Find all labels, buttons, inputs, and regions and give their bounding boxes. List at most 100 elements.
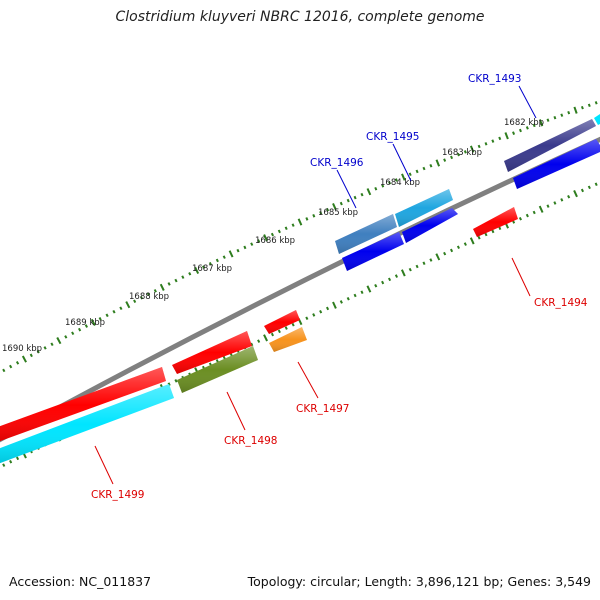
major-tick [469,237,475,245]
minor-tick [553,115,557,120]
gene-arrow-ckr-1499-shade [0,384,174,464]
gene-label-ckr-1499[interactable]: CKR_1499 [91,489,144,501]
gene-label-ckr-1495[interactable]: CKR_1495 [366,131,419,143]
minor-tick [498,136,502,141]
minor-tick [243,245,247,250]
minor-tick [525,213,529,218]
minor-tick [443,158,447,162]
minor-tick [546,204,550,208]
minor-tick [532,210,536,215]
minor-tick [491,139,495,143]
minor-tick [284,226,288,231]
gene-label-ckr-1496[interactable]: CKR_1496 [310,157,364,169]
minor-tick [463,242,467,246]
minor-tick [43,346,47,350]
minor-tick [36,349,40,354]
major-tick [366,285,372,293]
major-tick [90,318,96,326]
gene-arrow-ckr-1498-shade [177,346,258,393]
ruler-label-1687: 1687 kbp [192,264,232,274]
minor-tick [319,309,323,314]
minor-tick [594,182,598,187]
minor-tick [374,283,378,288]
minor-tick [394,274,399,278]
major-tick [332,202,337,211]
leader-ckr-1493 [518,85,537,119]
minor-tick [257,239,261,243]
minor-tick [463,150,467,154]
minor-tick [222,255,226,259]
leader-ckr-1494 [511,257,531,297]
minor-tick [9,459,13,464]
major-tick [435,253,441,261]
minor-tick [29,353,33,358]
ruler-label-1682: 1682 kbp [504,118,544,128]
minor-tick [188,272,192,276]
major-tick [538,205,544,213]
minor-tick [181,275,185,279]
major-tick [401,173,406,181]
minor-tick [374,186,378,191]
minor-tick [291,322,295,327]
minor-tick [84,324,88,328]
gene-arrow-red-long-shade [0,367,166,442]
minor-tick [15,361,20,365]
minor-tick [518,128,522,133]
leader-ckr-1497 [297,361,319,399]
gene-arrow-ckr-1493-shade [504,119,596,172]
gene-arrow-blue-a-shade [513,139,600,189]
ruler-label-1685: 1685 kbp [318,208,358,218]
gene-arrow-blue-c-shade [342,232,404,271]
minor-tick [119,306,123,311]
minor-tick [546,118,550,122]
minor-tick [525,126,529,130]
minor-tick [360,192,364,197]
minor-tick [484,232,488,237]
minor-tick [422,166,426,171]
major-tick [125,301,131,309]
minor-tick [387,277,392,282]
minor-tick [408,267,412,272]
minor-tick [580,105,584,110]
gene-arrow-ckr-1496-shade [335,214,397,254]
minor-tick [477,235,481,240]
gene-arrow-ckr-1494-shade [473,207,518,237]
gene-arrow-red-small-shade [264,310,300,334]
minor-tick [339,300,343,304]
minor-tick [532,123,536,128]
major-tick [469,145,475,153]
gene-label-ckr-1494[interactable]: CKR_1494 [534,297,588,309]
minor-tick [518,216,523,221]
minor-tick [346,198,350,203]
leader-ckr-1499 [94,445,114,485]
minor-tick [174,379,178,383]
minor-tick [64,335,68,339]
minor-tick [305,316,309,321]
map-title: Clostridium kluyveri NBRC 12016, complet… [115,9,485,25]
minor-tick [2,463,6,467]
major-tick [56,337,62,345]
gene-arrow-red-mid-shade [172,331,252,374]
minor-tick [50,342,54,347]
minor-tick [312,214,316,218]
minor-tick [167,382,171,386]
minor-tick [146,292,151,297]
minor-tick [560,198,564,202]
minor-tick [587,103,591,108]
minor-tick [201,265,206,269]
minor-tick [381,184,385,188]
major-tick [538,119,544,127]
minor-tick [456,245,461,250]
minor-tick [270,232,275,237]
leader-ckr-1495 [392,143,412,182]
gene-label-ckr-1497[interactable]: CKR_1497 [296,403,349,415]
minor-tick [512,131,516,135]
ruler-label-1683: 1683 kbp [442,148,482,158]
gene-label-ckr-1493[interactable]: CKR_1493 [468,73,521,85]
minor-tick [78,327,82,332]
minor-tick [15,456,20,461]
accession-text: Accession: NC_011837 [9,574,152,589]
gene-arrow-ckr-1497-shade [269,327,307,352]
gene-label-ckr-1498[interactable]: CKR_1498 [224,435,277,447]
